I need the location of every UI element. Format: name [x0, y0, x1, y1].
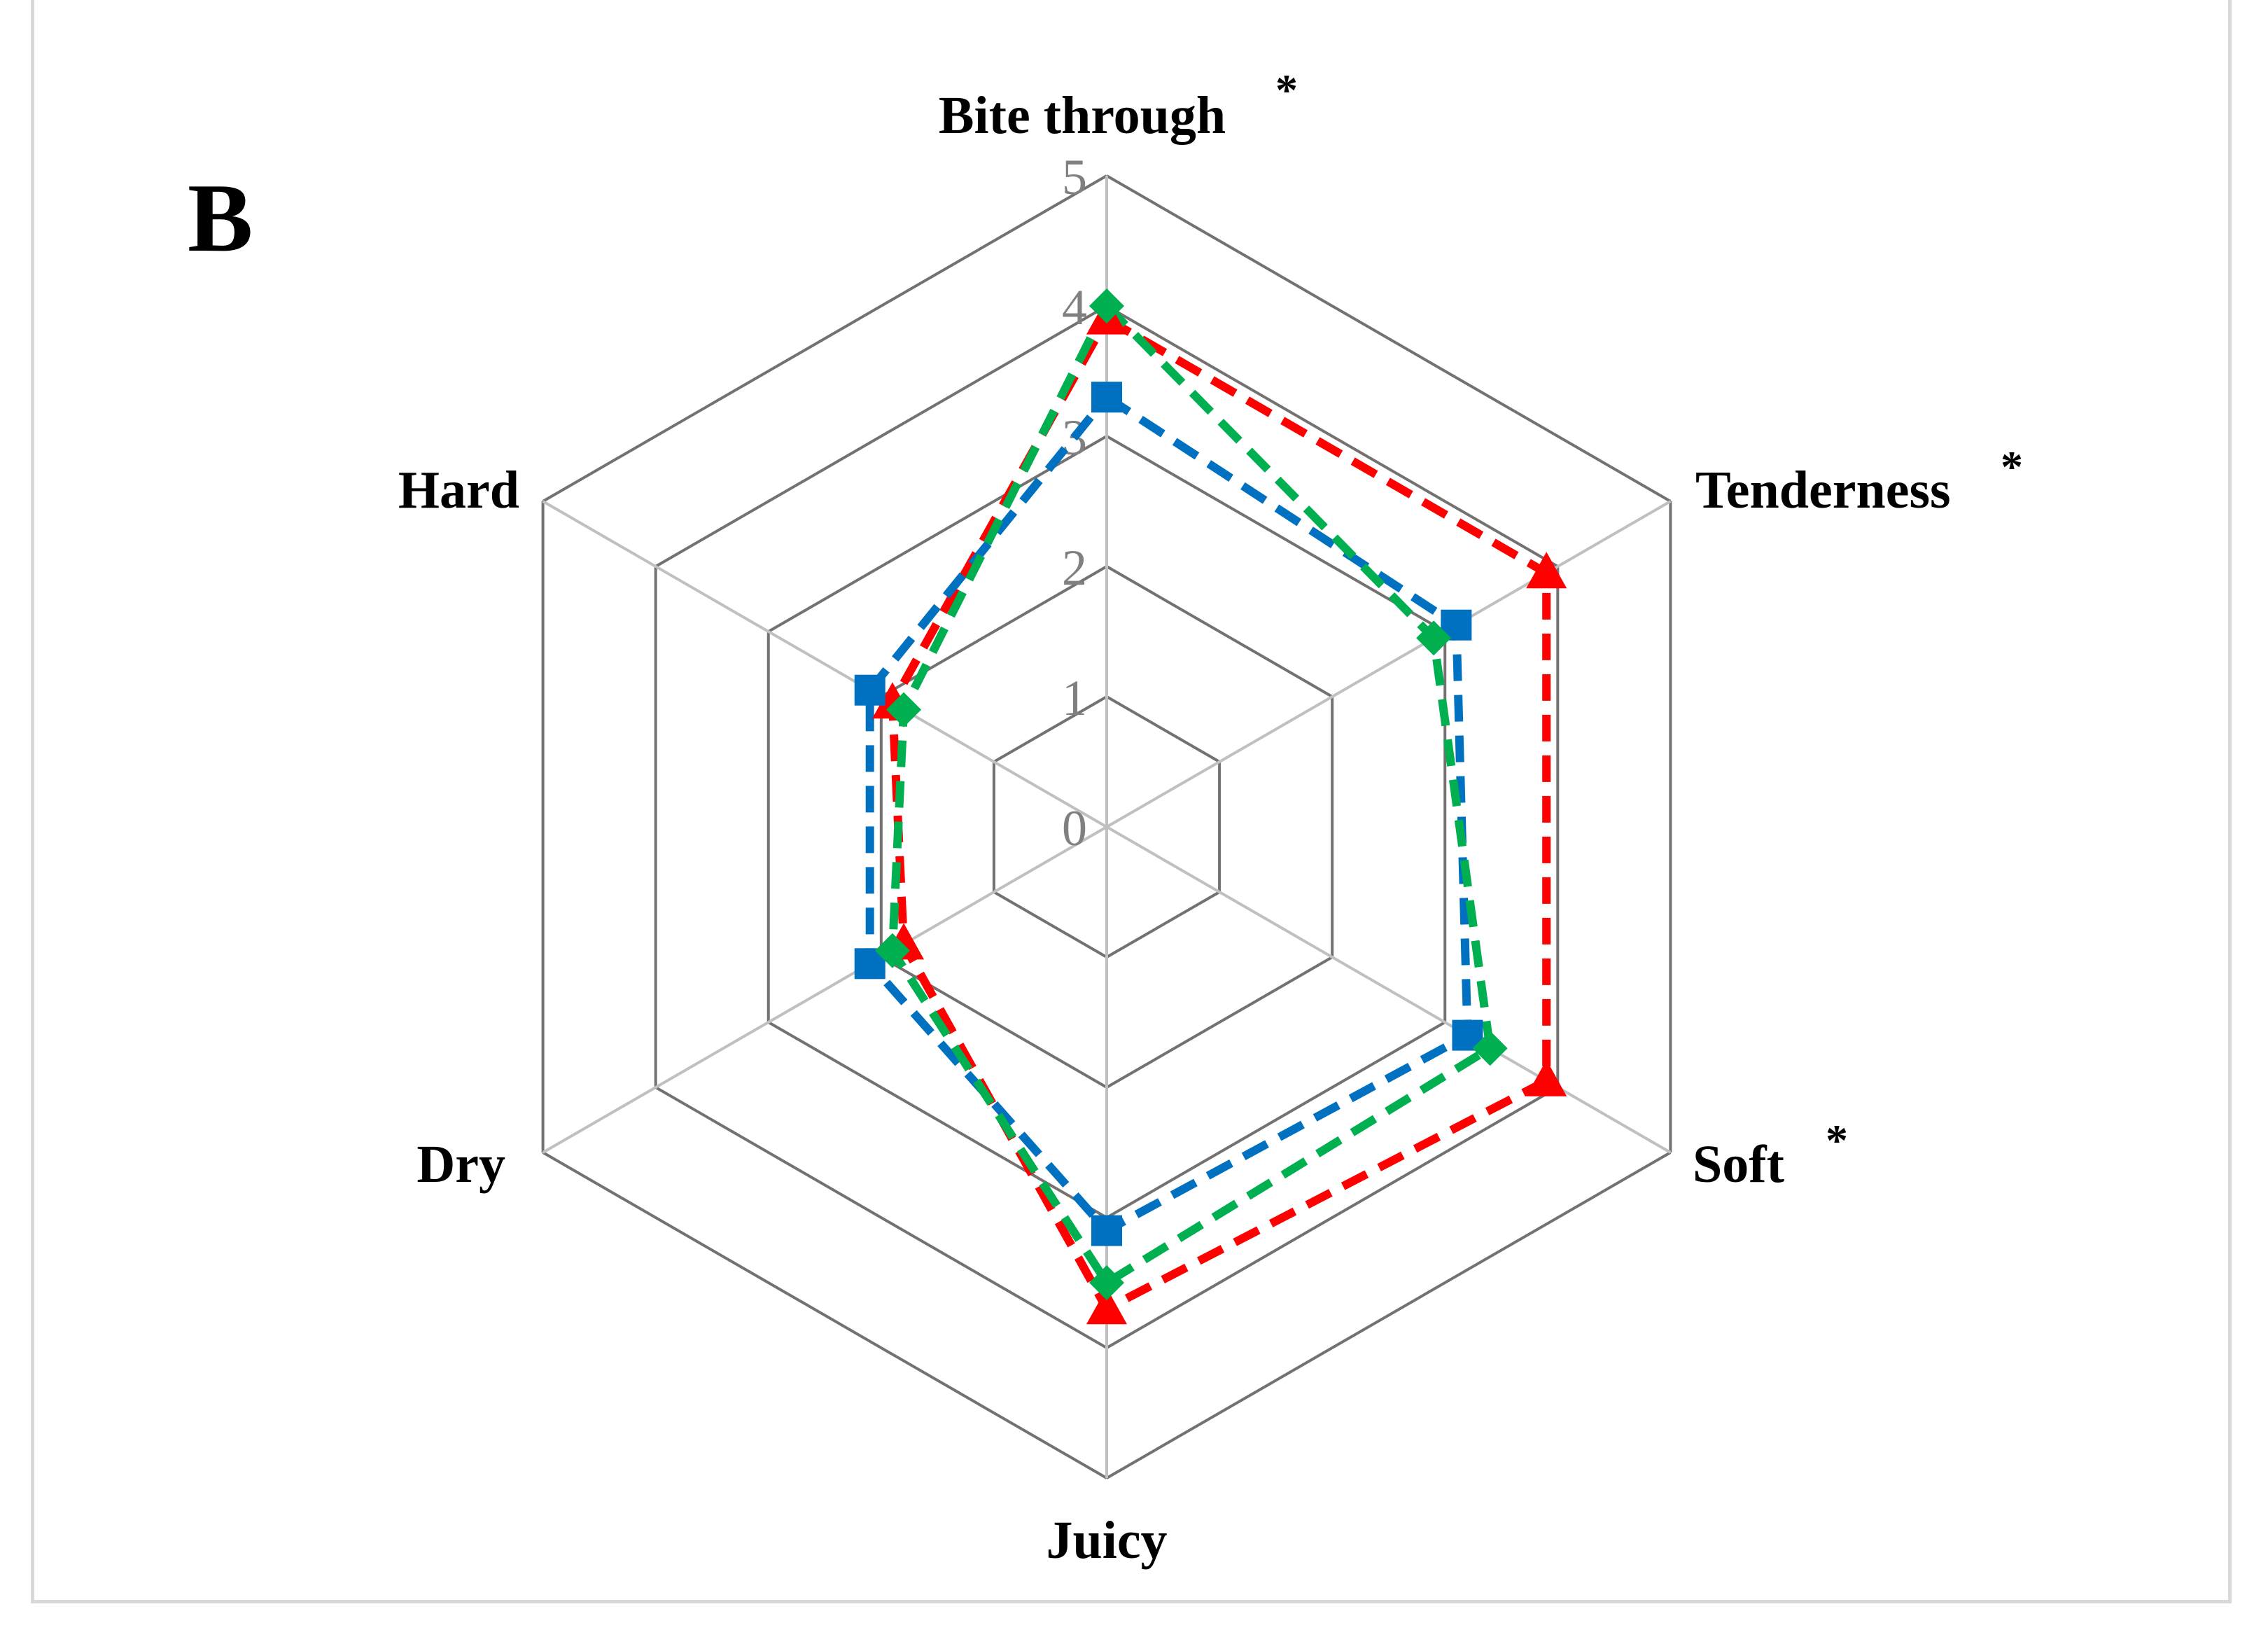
axis-label-3: Juicy	[1046, 1511, 1167, 1570]
series-2-point-2	[1472, 1031, 1508, 1066]
grid-ring-1-edge-2	[1105, 891, 1221, 959]
grid-ring-5-edge-5	[542, 174, 1108, 503]
grid-ring-2-edge-0	[1106, 565, 1334, 698]
grid-ring-3-edge-3	[767, 1021, 1107, 1219]
spoke-2	[1105, 826, 1672, 1154]
spoke-5	[542, 500, 1108, 828]
spoke-1	[1105, 500, 1672, 828]
axis-asterisk-2: *	[1826, 1115, 1848, 1165]
axis-asterisk-1: *	[2001, 442, 2023, 492]
series-1-point-5	[854, 674, 886, 706]
grid-ring-4-edge-5	[654, 305, 1108, 568]
series-2-point-1	[1416, 620, 1452, 656]
series-2-point-5	[886, 692, 922, 727]
grid-ring-4-edge-2	[1106, 1086, 1559, 1349]
axis-label-1: Tenderness	[1695, 461, 1951, 520]
grid-ring-1-edge-3	[993, 891, 1108, 959]
series-1-point-0	[1091, 382, 1122, 413]
grid-ring-2-edge-2	[1106, 956, 1334, 1089]
tick-label-2: 2	[1062, 540, 1087, 596]
axis-label-0: Bite through	[939, 86, 1226, 145]
radar-series	[854, 288, 1567, 1325]
series-2-point-3	[1089, 1265, 1124, 1300]
tick-label-1: 1	[1062, 670, 1087, 726]
series-0-point-2	[1526, 1059, 1567, 1096]
grid-ring-2-edge-3	[880, 956, 1107, 1089]
tick-label-4: 4	[1062, 279, 1087, 335]
spoke-4	[542, 826, 1108, 1154]
grid-ring-4-edge-0	[1106, 305, 1559, 568]
axis-label-2: Soft	[1693, 1135, 1784, 1194]
grid-ring-1-edge-5	[993, 695, 1108, 763]
tick-label-5: 5	[1062, 149, 1087, 205]
figure-frame	[31, 0, 2232, 1603]
grid-ring-5-edge-3	[542, 1151, 1108, 1479]
tick-label-0: 0	[1062, 800, 1087, 856]
grid-ring-3-edge-2	[1106, 1021, 1446, 1219]
grid-ring-5-edge-2	[1105, 1151, 1672, 1479]
series-0-point-3	[1086, 1288, 1127, 1325]
series-1-point-3	[1091, 1215, 1122, 1246]
grid-ring-3-edge-0	[1106, 435, 1446, 633]
radar-spokes	[542, 176, 1672, 1478]
panel-label: B	[188, 164, 253, 272]
grid-ring-4-edge-3	[654, 1086, 1108, 1349]
axis-asterisk-0: *	[1275, 65, 1298, 115]
series-2-point-4	[874, 933, 910, 968]
grid-ring-5-edge-0	[1105, 174, 1672, 503]
radar-axis-labels: Bite through * Tenderness * Soft * Juicy Dry Har…	[398, 65, 2023, 1570]
series-0-point-1	[1526, 552, 1567, 589]
radar-grid	[541, 174, 1672, 1479]
axis-label-5: Hard	[398, 461, 519, 520]
axis-label-4: Dry	[416, 1135, 505, 1194]
series-2-point-0	[1089, 288, 1124, 323]
grid-ring-1-edge-0	[1105, 695, 1221, 763]
